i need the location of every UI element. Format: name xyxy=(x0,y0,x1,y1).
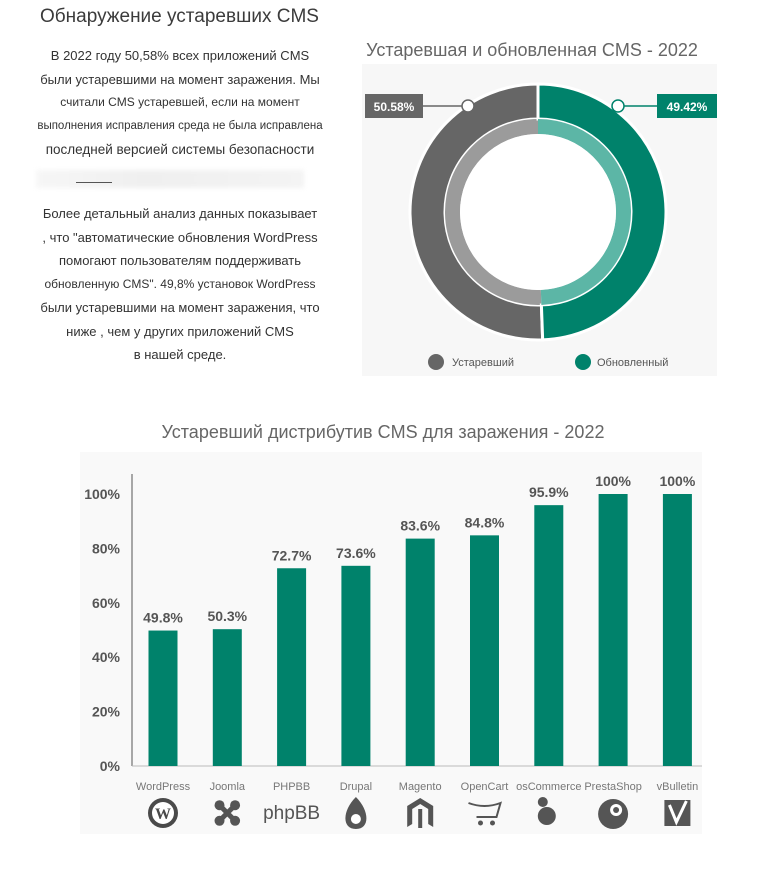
detail-line: , что "автоматические обновления WordPre… xyxy=(42,229,318,245)
joomla-logo xyxy=(215,801,240,825)
intro-line: выполнения исправления среда не была исп… xyxy=(37,119,323,132)
phpbb-logo: phpBB xyxy=(263,803,320,824)
bar-magento xyxy=(405,538,435,766)
donut-chart-title: Устаревшая и обновленная CMS - 2022 xyxy=(366,40,698,60)
bar-value-label: 95.9% xyxy=(529,484,569,500)
x-category-label: Magento xyxy=(399,781,442,793)
donut-label-outdated: 50.58% xyxy=(374,100,415,114)
detail-line: обновленную CMS". 49,8% установок WordPr… xyxy=(44,276,316,291)
bar-value-label: 100% xyxy=(595,473,631,489)
detail-line: Более детальный анализ данных показывает xyxy=(42,206,318,221)
donut-hole xyxy=(460,134,616,290)
donut-label-updated-box xyxy=(657,94,717,118)
bar-value-label: 50.3% xyxy=(207,608,247,624)
intro-line: последней версией системы безопасности xyxy=(45,142,315,157)
x-category-label: OpenCart xyxy=(461,781,509,793)
blurred-text-strip xyxy=(36,170,304,188)
bar-value-label: 49.8% xyxy=(143,610,183,626)
opencart-logo xyxy=(468,801,503,818)
y-tick-label: 0% xyxy=(100,758,121,774)
bar-phpbb xyxy=(277,568,307,766)
x-category-label: WordPress xyxy=(136,781,191,793)
bar-value-label: 83.6% xyxy=(400,518,440,534)
legend-updated-swatch xyxy=(575,354,591,370)
y-tick-label: 80% xyxy=(92,540,121,556)
donut-label-updated-dot xyxy=(611,99,625,113)
x-category-label: PrestaShop xyxy=(584,781,641,793)
donut-label-updated: 49.42% xyxy=(667,100,708,114)
detail-line: ниже , чем у других приложений CMS xyxy=(66,323,294,339)
bar-value-label: 72.7% xyxy=(272,547,312,563)
bar-value-label: 84.8% xyxy=(465,514,505,530)
x-category-label: Drupal xyxy=(340,781,372,793)
bar-joomla xyxy=(212,629,242,766)
y-tick-label: 60% xyxy=(92,595,121,611)
intro-line: считали CMS устаревшей, если на момент xyxy=(60,95,300,109)
x-category-label: vBulletin xyxy=(657,781,699,793)
y-tick-label: 20% xyxy=(92,704,121,720)
magento-logo xyxy=(407,798,434,827)
intro-line: В 2022 году 50,58% всех приложений CMS xyxy=(50,48,310,63)
wordpress-logo-letter: W xyxy=(155,806,171,823)
x-category-label: osCommerce xyxy=(516,781,581,793)
bar-chart-panel xyxy=(80,452,702,834)
magento-logo-stem xyxy=(418,809,423,828)
legend-outdated-label: Устаревший xyxy=(452,357,514,369)
bar-prestashop xyxy=(598,494,628,766)
detail-line: помогают пользователям поддерживать xyxy=(58,253,302,268)
bar-chart-title: Устаревший дистрибутив CMS для заражения… xyxy=(161,422,605,442)
vbulletin-logo-check xyxy=(668,800,688,826)
oscommerce-logo xyxy=(537,807,556,825)
y-tick-label: 40% xyxy=(92,649,121,665)
bar-oscommerce xyxy=(534,505,564,766)
drupal-logo-inner xyxy=(350,814,361,824)
x-category-label: Joomla xyxy=(210,781,246,793)
bar-value-label: 73.6% xyxy=(336,545,376,561)
donut-slice-outdated-inner-ring xyxy=(445,119,542,305)
intro-paragraph: В 2022 году 50,58% всех приложений CMS б… xyxy=(32,44,328,162)
page-title: Обнаружение устаревших CMS xyxy=(40,6,319,27)
donut-label-outdated-dot xyxy=(461,99,475,113)
oscommerce-logo-small xyxy=(537,797,548,807)
detail-line: были устаревшими на момент заражения, чт… xyxy=(40,300,320,315)
bar-vbulletin xyxy=(662,494,692,766)
prestashop-logo-pupil xyxy=(613,807,620,813)
bar-drupal xyxy=(341,565,371,766)
wordpress-logo-inner xyxy=(152,802,174,824)
legend-outdated-swatch xyxy=(428,354,444,370)
donut-slice-updated-inner-ring xyxy=(538,119,632,305)
donut-label-outdated-box xyxy=(365,94,423,118)
opencart-logo-wheel xyxy=(478,820,483,826)
bar-value-label: 100% xyxy=(659,473,695,489)
legend-updated-label: Обновленный xyxy=(597,357,668,369)
divider-rule xyxy=(76,182,112,183)
opencart-logo-wheel xyxy=(490,820,495,826)
bar-wordpress xyxy=(148,630,178,766)
intro-line: были устаревшими на момент заражения. Мы xyxy=(40,71,320,87)
x-category-label: PHPBB xyxy=(273,781,310,793)
detail-paragraph: Более детальный анализ данных показывает… xyxy=(32,202,328,367)
drupal-logo xyxy=(345,797,367,829)
detail-line: в нашей среде. xyxy=(133,347,227,362)
bar-opencart xyxy=(470,535,499,766)
y-tick-label: 100% xyxy=(84,486,120,502)
